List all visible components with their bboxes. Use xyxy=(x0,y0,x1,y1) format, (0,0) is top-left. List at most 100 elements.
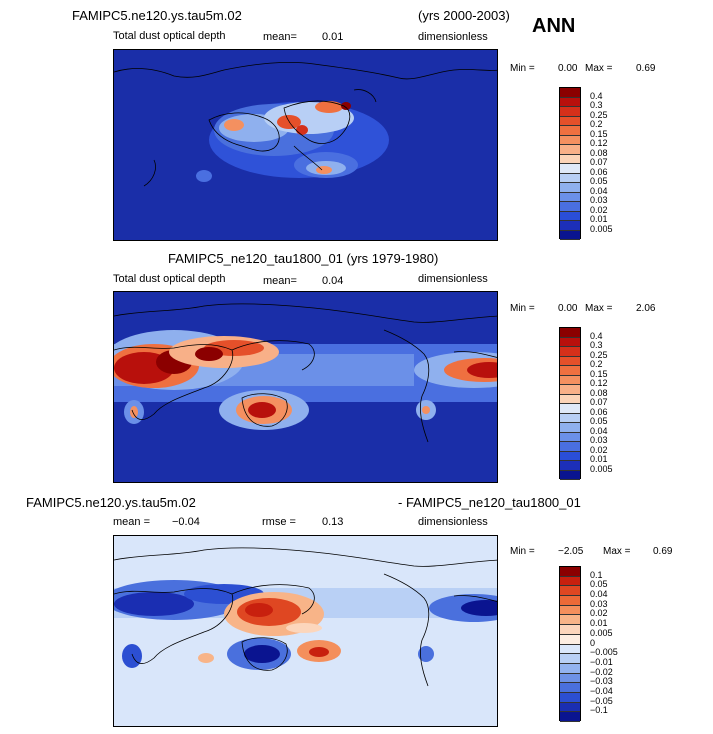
colorbar-level-label: −0.01 xyxy=(590,656,613,667)
colorbar-swatch xyxy=(560,183,580,193)
colorbar-level-label: 0.15 xyxy=(590,368,608,379)
colorbar-level-label: 0.03 xyxy=(590,435,608,445)
colorbar-level-label: 0.05 xyxy=(590,579,608,590)
colorbar-level-label: 0.03 xyxy=(590,195,608,205)
panel2-units: dimensionless xyxy=(418,273,488,285)
panel1-years: (yrs 2000-2003) xyxy=(418,8,510,23)
colorbar-swatch xyxy=(560,135,580,145)
colorbar-swatch xyxy=(560,107,580,117)
colorbar-level-label: 0.12 xyxy=(590,138,608,148)
colorbar-swatch xyxy=(560,404,580,414)
colorbar-swatch xyxy=(560,470,580,480)
colorbar-level-label: 0.2 xyxy=(590,359,603,369)
colorbar-swatch xyxy=(560,692,580,703)
colorbar-level-label: 0.005 xyxy=(590,627,613,638)
colorbar-level-label: 0.03 xyxy=(590,598,608,609)
colorbar-swatch xyxy=(560,328,580,338)
colorbar-level-label: 0.005 xyxy=(590,223,613,234)
colorbar-level-label: 0.005 xyxy=(590,463,613,474)
panel1-variable: Total dust optical depth xyxy=(113,30,226,42)
colorbar-level-label: 0.04 xyxy=(590,425,608,436)
colorbar-swatch xyxy=(560,634,580,645)
colorbar-level-label: 0.02 xyxy=(590,204,608,215)
colorbar-swatch xyxy=(560,192,580,202)
colorbar-swatch xyxy=(560,202,580,212)
colorbar-swatch xyxy=(560,173,580,183)
colorbar-level-label: 0.01 xyxy=(590,454,608,464)
colorbar-level-label: 0.25 xyxy=(590,349,608,360)
colorbar-level-label: −0.05 xyxy=(590,695,613,706)
colorbar-level-label: 0.01 xyxy=(590,618,608,629)
colorbar-swatch xyxy=(560,596,580,606)
panel2-max-label: Max = xyxy=(585,303,613,314)
colorbar-level-label: 0.3 xyxy=(590,100,603,110)
colorbar-level-label: −0.005 xyxy=(590,647,618,658)
colorbar-level-label: 0.02 xyxy=(590,444,608,455)
colorbar-swatch xyxy=(560,605,580,616)
colorbar-swatch xyxy=(560,375,580,385)
colorbar-swatch xyxy=(560,683,580,693)
panel3-min-value: −2.05 xyxy=(558,546,584,557)
colorbar-swatch xyxy=(560,356,580,366)
colorbar-level-label: 0.2 xyxy=(590,119,603,129)
colorbar-swatch xyxy=(560,451,580,461)
panel3-max-label: Max = xyxy=(603,546,631,557)
colorbar-level-label: 0.08 xyxy=(590,387,608,398)
colorbar-swatch xyxy=(560,164,580,174)
panel1-max-value: 0.69 xyxy=(636,63,656,74)
panel1-min-label: Min = xyxy=(510,63,535,74)
panel1-mean-label: mean= xyxy=(263,31,297,43)
panel1-map xyxy=(113,49,498,241)
colorbar-level-label: −0.03 xyxy=(590,676,613,687)
panel3-units: dimensionless xyxy=(418,516,488,528)
difference-positive xyxy=(198,592,341,663)
colorbar-level-label: 0.08 xyxy=(590,147,608,158)
coastlines xyxy=(114,61,497,187)
colorbar-level-label: 0.4 xyxy=(590,330,603,341)
colorbar-swatch xyxy=(560,413,580,423)
panel2-max-value: 2.06 xyxy=(636,303,656,314)
colorbar-level-label: 0.06 xyxy=(590,406,608,417)
colorbar-level-label: 0.05 xyxy=(590,416,608,426)
panel1-max-label: Max = xyxy=(585,63,613,74)
colorbar-level-label: 0.1 xyxy=(590,569,603,580)
colorbar-level-label: 0.07 xyxy=(590,157,608,167)
colorbar-level-label: 0.05 xyxy=(590,176,608,186)
coastlines xyxy=(114,547,497,687)
colorbar-swatch xyxy=(560,442,580,452)
colorbar-swatch xyxy=(560,347,580,357)
colorbar-swatch xyxy=(560,432,580,442)
panel2-variable: Total dust optical depth xyxy=(113,273,226,285)
panel1-mean-value: 0.01 xyxy=(322,31,344,43)
colorbar-swatch xyxy=(560,126,580,136)
colorbar-swatch xyxy=(560,567,580,577)
colorbar-level-label: 0.4 xyxy=(590,90,603,101)
colorbar-level-label: 0.25 xyxy=(590,109,608,120)
colorbar-swatch xyxy=(560,145,580,155)
colorbar-level-label: 0 xyxy=(590,637,596,648)
panel3-case-b: - FAMIPC5_ne120_tau1800_01 xyxy=(398,495,581,510)
colorbar-swatch xyxy=(560,461,580,471)
colorbar-swatch xyxy=(560,154,580,164)
colorbar-swatch xyxy=(560,116,580,126)
colorbar-swatch xyxy=(560,586,580,597)
colorbar-swatch xyxy=(560,366,580,376)
colorbar-level-label: −0.04 xyxy=(590,685,613,696)
colorbar-swatch xyxy=(560,615,580,626)
colorbar-swatch xyxy=(560,337,580,347)
colorbar-level-label: 0.02 xyxy=(590,608,608,619)
panel3-map xyxy=(113,535,498,727)
colorbar-swatch xyxy=(560,97,580,107)
colorbar-level-label: 0.3 xyxy=(590,340,603,350)
panel1-case-name: FAMIPC5.ne120.ys.tau5m.02 xyxy=(72,8,242,23)
panel1-min-value: 0.00 xyxy=(558,63,578,74)
difference-negative xyxy=(114,580,497,670)
colorbar-level-label: 0.15 xyxy=(590,128,608,139)
colorbar-swatch xyxy=(560,88,580,98)
colorbar-level-label: 0.01 xyxy=(590,214,608,224)
colorbar-level-label: −0.02 xyxy=(590,666,613,677)
colorbar-level-label: 0.07 xyxy=(590,397,608,407)
colorbar-swatch xyxy=(560,625,580,635)
colorbar-level-label: 0.12 xyxy=(590,378,608,388)
panel2-mean-label: mean= xyxy=(263,275,297,287)
